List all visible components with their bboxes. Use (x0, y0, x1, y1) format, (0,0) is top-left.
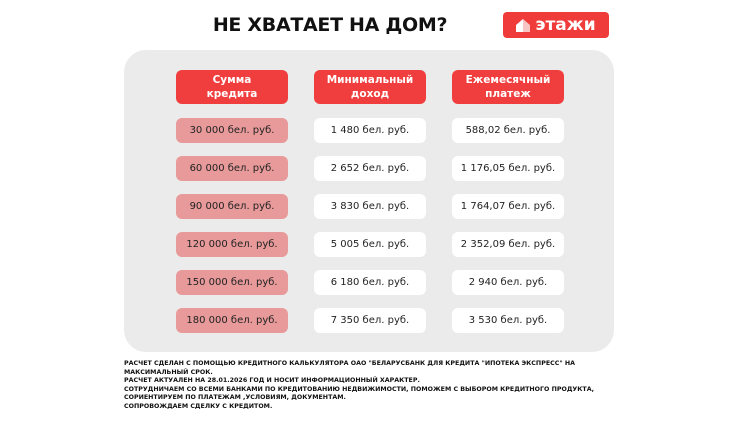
column-header: Ежемесячный платеж (452, 70, 564, 104)
table-cell: 2 940 бел. руб. (452, 270, 564, 295)
logo-text: этажи (535, 15, 596, 35)
footer-line: СОПРОВОЖДАЕМ СДЕЛКУ С КРЕДИТОМ. (124, 402, 273, 410)
page-title: НЕ ХВАТАЕТ НА ДОМ? (212, 14, 448, 36)
footer-line: СОТРУДНИЧАЕМ СО ВСЕМИ БАНКАМИ ПО КРЕДИТО… (124, 385, 594, 402)
footer-line: РАСЧЕТ АКТУАЛЕН НА 28.01.2026 ГОД И НОСИ… (124, 377, 420, 385)
table-cell: 60 000 бел. руб. (176, 156, 288, 181)
table-cell: 3 530 бел. руб. (452, 308, 564, 333)
table-cell: 1 176,05 бел. руб. (452, 156, 564, 181)
table-cell: 150 000 бел. руб. (176, 270, 288, 295)
table-cell: 3 830 бел. руб. (314, 194, 426, 219)
column-header: Сумма кредита (176, 70, 288, 104)
table-cell: 90 000 бел. руб. (176, 194, 288, 219)
footer-line: РАСЧЕТ СДЕЛАН С ПОМОЩЬЮ КРЕДИТНОГО КАЛЬК… (124, 360, 575, 376)
table-cell: 7 350 бел. руб. (314, 308, 426, 333)
table-cell: 6 180 бел. руб. (314, 270, 426, 295)
table-cell: 2 652 бел. руб. (314, 156, 426, 181)
column-header: Минимальный доход (314, 70, 426, 104)
table-cell: 1 764,07 бел. руб. (452, 194, 564, 219)
table-cell: 30 000 бел. руб. (176, 118, 288, 143)
table-cell: 1 480 бел. руб. (314, 118, 426, 143)
table-cell: 5 005 бел. руб. (314, 232, 426, 257)
table-cell: 2 352,09 бел. руб. (452, 232, 564, 257)
table-cell: 180 000 бел. руб. (176, 308, 288, 333)
logo: этажи (503, 12, 609, 38)
house-icon (516, 18, 531, 32)
footer-notes: РАСЧЕТ СДЕЛАН С ПОМОЩЬЮ КРЕДИТНОГО КАЛЬК… (124, 360, 624, 412)
table-cell: 120 000 бел. руб. (176, 232, 288, 257)
table-cell: 588,02 бел. руб. (452, 118, 564, 143)
